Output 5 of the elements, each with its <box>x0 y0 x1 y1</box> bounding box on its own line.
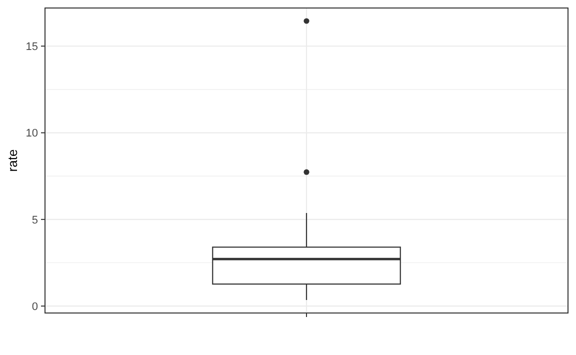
y-tick-label: 0 <box>32 300 38 313</box>
y-tick-label: 5 <box>32 214 38 226</box>
y-tick-label: 10 <box>26 128 38 140</box>
y-tick-label: 15 <box>26 40 38 53</box>
y-axis-title: rate <box>5 149 20 172</box>
